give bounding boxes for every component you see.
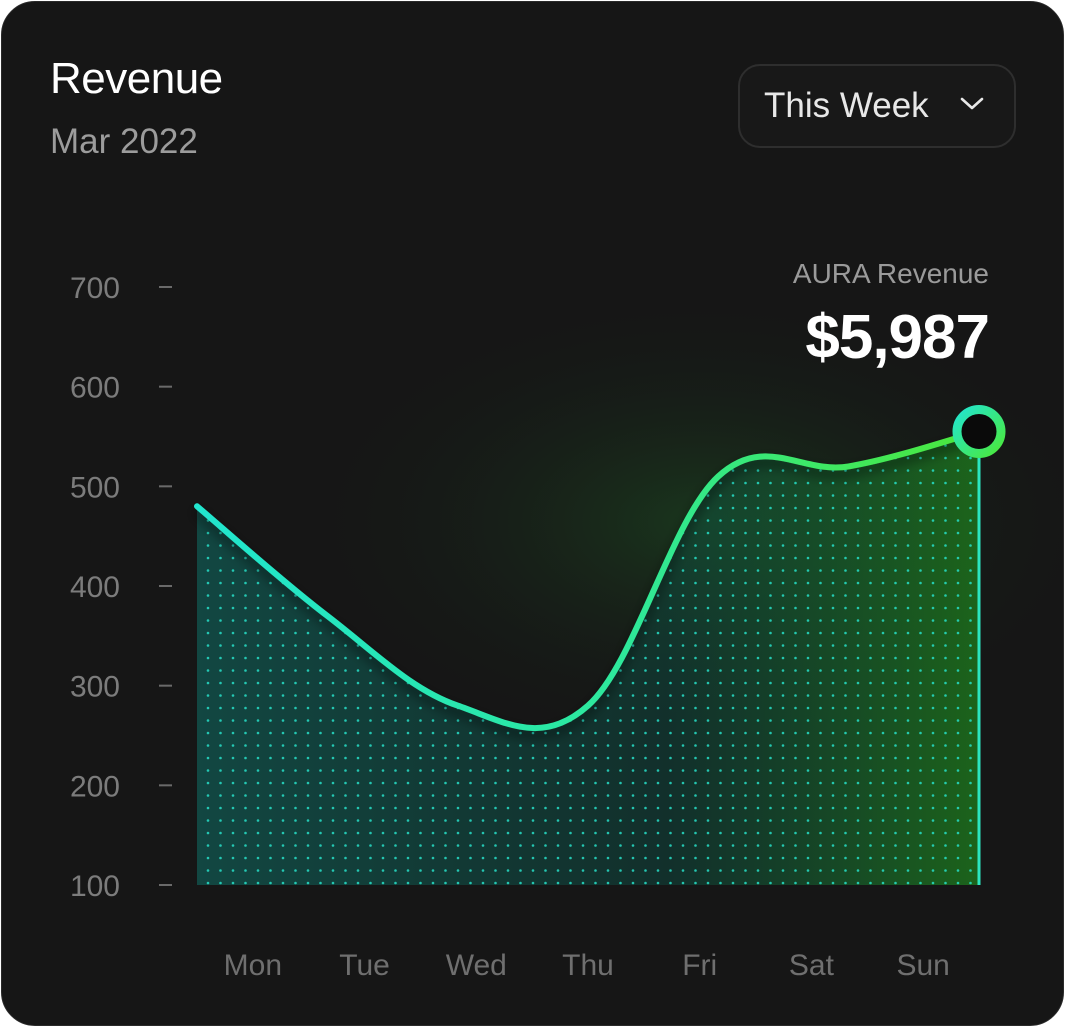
highlight-point-marker[interactable] (952, 405, 1006, 459)
y-tick-label: 300 (70, 671, 120, 704)
x-tick-label: Wed (446, 949, 507, 982)
highlight-value: $5,987 (805, 303, 990, 372)
y-tick-label: 200 (70, 770, 120, 803)
series-line-aura-revenue (194, 428, 982, 732)
x-tick-label: Thu (562, 949, 614, 982)
y-tick-label: 100 (70, 870, 120, 903)
card-title: Revenue (50, 54, 223, 103)
y-tick-label: 500 (70, 471, 120, 504)
highlight-series-name: AURA Revenue (792, 258, 989, 289)
card-subtitle: Mar 2022 (50, 122, 198, 161)
x-tick-label: Tue (339, 949, 390, 982)
x-tick-label: Sat (789, 949, 835, 982)
period-dropdown[interactable]: This Week (738, 64, 1016, 148)
period-dropdown-label: This Week (764, 86, 929, 125)
x-tick-label: Fri (682, 949, 717, 982)
y-tick-label: 600 (70, 372, 120, 405)
x-tick-label: Sun (896, 949, 949, 982)
x-tick-label: Mon (224, 949, 282, 982)
chevron-down-icon (960, 97, 984, 110)
y-tick-label: 700 (70, 272, 120, 305)
area-dot-pattern (197, 431, 979, 885)
y-tick-label: 400 (70, 571, 120, 604)
